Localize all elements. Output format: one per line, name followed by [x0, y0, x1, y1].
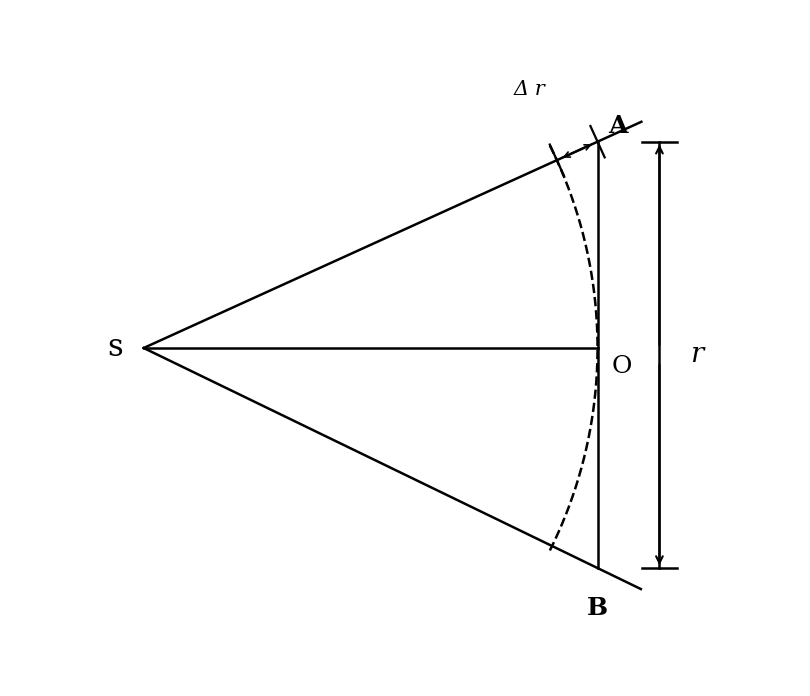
Text: Δ r: Δ r [514, 81, 546, 100]
Text: A: A [608, 114, 628, 139]
Text: O: O [612, 355, 632, 378]
Text: B: B [587, 596, 608, 619]
Text: r: r [690, 341, 704, 368]
Text: s: s [107, 333, 123, 363]
